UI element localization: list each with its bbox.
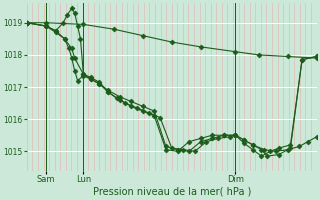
X-axis label: Pression niveau de la mer( hPa ): Pression niveau de la mer( hPa ) xyxy=(92,187,251,197)
